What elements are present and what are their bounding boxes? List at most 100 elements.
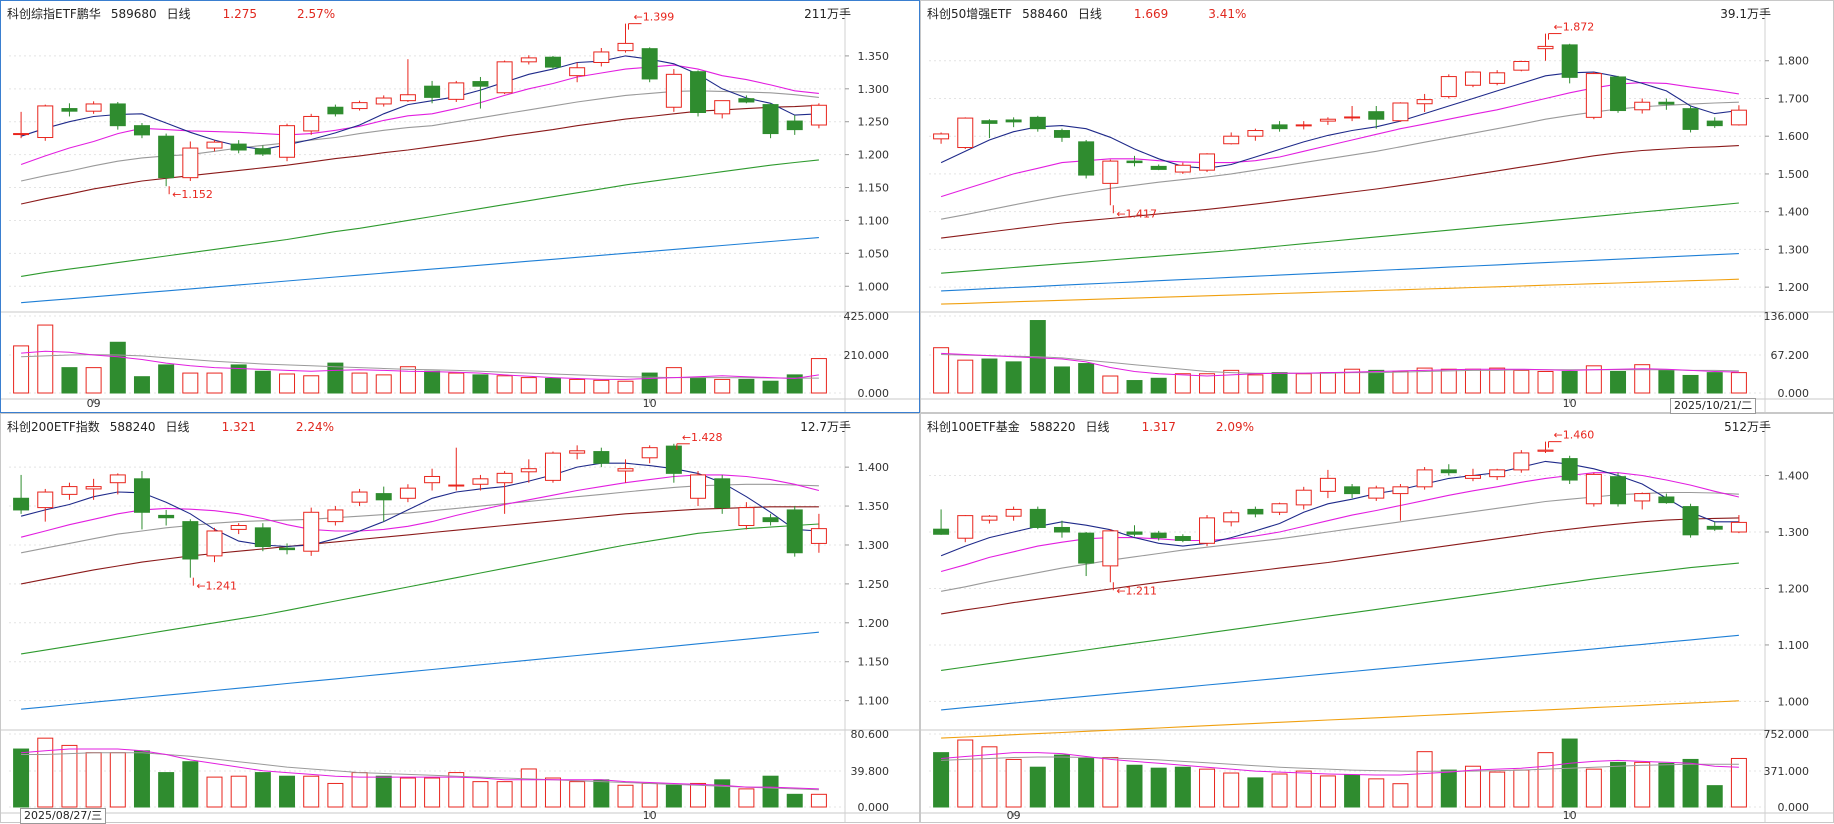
ma5-line (20, 55, 819, 150)
chart-panel-4[interactable]: 科创100ETF基金 588220 日线 1.317 2.09% 512万手 1.400 1.… (920, 413, 1834, 823)
candle-body (37, 491, 54, 509)
volume-label: 512万手 (1724, 420, 1771, 434)
volume-bar (37, 737, 54, 808)
chart-panel-3[interactable]: 科创200ETF指数 588240 日线 1.321 2.24% 12.7万手 1.400 1… (0, 413, 920, 823)
candle-body (810, 104, 827, 126)
candle (1368, 106, 1385, 129)
volume-bar (424, 370, 441, 394)
candle-body (1440, 76, 1457, 98)
candle-body (1610, 476, 1627, 505)
volume-bar (206, 776, 223, 808)
x-tick-label: 10 (643, 397, 657, 410)
candle (1730, 105, 1747, 126)
candle-body (786, 120, 803, 131)
volume-ma10-line (21, 354, 819, 379)
candle-body (206, 141, 223, 149)
y-tick-label: 1.400 (858, 461, 890, 474)
volume-bar (13, 345, 30, 394)
candle (1440, 74, 1457, 99)
volume-bar (37, 324, 54, 394)
candle-body (981, 515, 998, 521)
candle-body (1199, 153, 1216, 171)
y-tick-label: 1.150 (858, 656, 890, 669)
volume-label: 39.1万手 (1720, 7, 1771, 21)
y-tick-label: 1.300 (1778, 243, 1810, 256)
candle-body (254, 527, 271, 548)
candle-body (133, 478, 150, 513)
candle (520, 459, 537, 483)
candle-body (327, 106, 344, 115)
volume-bar (738, 788, 755, 808)
candle-body (665, 445, 682, 474)
volume-bar (1344, 368, 1361, 394)
period-label: 日线 (1077, 7, 1102, 21)
candle (1561, 43, 1578, 84)
candle-body (617, 468, 634, 472)
candle-body (1440, 469, 1457, 474)
volume-bar (1102, 756, 1119, 808)
volume-bar (1174, 766, 1191, 808)
low-annotation: ←1.211 (1116, 584, 1157, 597)
candle (1344, 106, 1361, 122)
ma60-line (21, 159, 819, 277)
y-tick-label: 1.250 (858, 116, 890, 129)
volume-bar (1513, 369, 1530, 394)
chart-panel-2[interactable]: 科创50增强ETF 588460 日线 1.669 3.41% 39.1万手 1.800 1.… (920, 0, 1834, 413)
candle (182, 519, 199, 578)
candle-body (37, 105, 54, 139)
volume-bar (1295, 373, 1312, 394)
volume-bar (690, 377, 707, 394)
volume-bar (472, 374, 489, 394)
volume-label: 211万手 (804, 7, 851, 21)
candle (1392, 102, 1409, 122)
volume-bar (1247, 374, 1264, 394)
volume-bar (981, 746, 998, 808)
volume-bar (957, 739, 974, 808)
candle (981, 119, 998, 139)
volume-bar (665, 784, 682, 808)
candle-body (1537, 449, 1554, 452)
ma60-line (941, 562, 1739, 671)
high-annotation: ←1.399 (634, 11, 675, 24)
candle (1295, 486, 1312, 510)
y-tick-label: 1.000 (1778, 695, 1810, 708)
chart-header: 科创200ETF指数 588240 日线 1.321 2.24% (7, 418, 344, 436)
candle-body (1368, 111, 1385, 120)
candle-body (13, 133, 30, 136)
volume-bar (1682, 758, 1699, 808)
candle-body (1561, 458, 1578, 481)
candle-body (327, 509, 344, 523)
candle (1706, 521, 1723, 531)
chart-panel-1[interactable]: 科创综指ETF鹏华 589680 日线 1.275 2.57% 211万手 1.350 1.3… (0, 0, 920, 413)
candle (1271, 121, 1288, 132)
candle-body (1658, 101, 1675, 105)
candle (279, 543, 296, 555)
y-tick-label: 1.200 (1778, 281, 1810, 294)
candle (1005, 506, 1022, 521)
volume-bar (1005, 361, 1022, 394)
candle (1102, 529, 1119, 583)
low-annotation: ←1.152 (172, 188, 213, 201)
candle (1319, 469, 1336, 499)
volume-bar (254, 370, 271, 394)
candle-body (738, 507, 755, 527)
volume-bar (1223, 369, 1240, 394)
volume-bar (61, 367, 78, 394)
volume-bar (1658, 762, 1675, 808)
volume-tick-label: 0.000 (1778, 801, 1810, 814)
candle-body (1489, 469, 1506, 478)
candle-body (230, 143, 247, 151)
candle-body (1126, 531, 1143, 535)
candle (109, 101, 126, 130)
candle-body (1271, 124, 1288, 130)
candle (957, 117, 974, 150)
candle (1319, 117, 1336, 125)
candle (327, 506, 344, 526)
candle-body (1295, 489, 1312, 506)
candle (1078, 139, 1095, 179)
volume-bar (279, 373, 296, 394)
candle (279, 123, 296, 162)
candle-body (569, 450, 586, 454)
candle (1295, 121, 1312, 130)
candle-body (1174, 164, 1191, 173)
